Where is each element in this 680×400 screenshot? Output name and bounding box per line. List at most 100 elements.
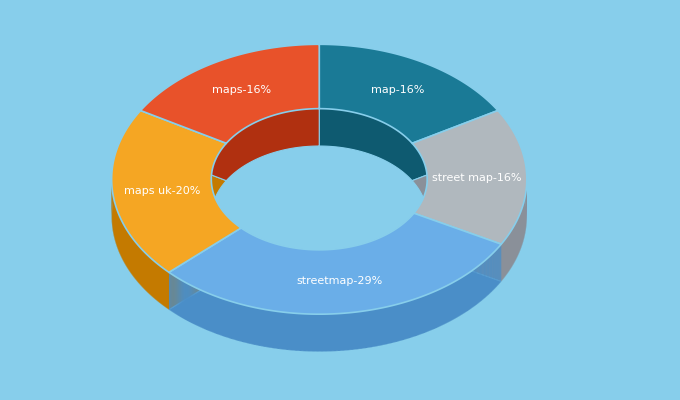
PathPatch shape [409,300,410,338]
PathPatch shape [360,312,361,349]
PathPatch shape [479,264,480,302]
PathPatch shape [250,306,252,344]
PathPatch shape [422,296,423,334]
PathPatch shape [353,312,354,350]
PathPatch shape [351,312,352,350]
PathPatch shape [169,272,170,310]
PathPatch shape [296,313,297,351]
PathPatch shape [357,312,358,349]
PathPatch shape [190,285,191,323]
PathPatch shape [215,296,216,334]
PathPatch shape [326,314,327,352]
PathPatch shape [439,289,441,327]
PathPatch shape [369,310,370,348]
PathPatch shape [382,308,384,345]
PathPatch shape [253,307,254,345]
PathPatch shape [299,314,300,351]
PathPatch shape [377,308,379,346]
PathPatch shape [416,298,417,336]
PathPatch shape [334,314,335,351]
PathPatch shape [188,284,189,322]
PathPatch shape [169,250,501,352]
PathPatch shape [203,291,204,329]
PathPatch shape [244,305,245,343]
PathPatch shape [457,280,458,318]
PathPatch shape [277,311,278,349]
PathPatch shape [216,296,217,334]
PathPatch shape [186,283,187,321]
PathPatch shape [112,148,241,310]
PathPatch shape [339,314,340,351]
PathPatch shape [348,313,350,350]
PathPatch shape [170,273,171,311]
PathPatch shape [311,314,313,352]
PathPatch shape [343,313,344,351]
PathPatch shape [192,286,193,324]
PathPatch shape [331,314,333,351]
PathPatch shape [291,313,292,350]
PathPatch shape [435,291,436,329]
PathPatch shape [254,307,255,345]
PathPatch shape [255,308,256,345]
PathPatch shape [434,291,435,329]
PathPatch shape [376,309,377,346]
PathPatch shape [485,260,486,298]
PathPatch shape [460,278,462,316]
PathPatch shape [180,280,181,317]
PathPatch shape [294,313,296,351]
PathPatch shape [280,312,282,349]
PathPatch shape [273,311,274,348]
PathPatch shape [427,294,428,332]
PathPatch shape [337,314,338,351]
PathPatch shape [226,300,228,338]
PathPatch shape [292,313,293,350]
PathPatch shape [412,110,527,244]
PathPatch shape [354,312,356,350]
PathPatch shape [270,310,271,348]
PathPatch shape [451,283,452,321]
PathPatch shape [335,314,337,351]
PathPatch shape [171,274,173,312]
PathPatch shape [187,283,188,321]
PathPatch shape [238,304,239,341]
PathPatch shape [426,294,427,332]
PathPatch shape [324,314,326,352]
PathPatch shape [271,310,273,348]
PathPatch shape [279,312,280,349]
PathPatch shape [213,295,214,333]
PathPatch shape [455,281,456,319]
PathPatch shape [214,296,215,333]
PathPatch shape [447,285,449,323]
PathPatch shape [269,310,270,348]
PathPatch shape [275,311,277,349]
PathPatch shape [381,308,382,346]
PathPatch shape [223,299,224,336]
PathPatch shape [230,301,231,339]
PathPatch shape [413,299,415,337]
PathPatch shape [204,291,205,329]
PathPatch shape [318,314,320,352]
PathPatch shape [363,311,364,348]
Text: streetmap-29%: streetmap-29% [296,276,383,286]
PathPatch shape [191,286,192,323]
PathPatch shape [217,297,218,334]
PathPatch shape [218,297,220,335]
PathPatch shape [184,282,185,320]
PathPatch shape [194,287,195,325]
PathPatch shape [474,268,475,306]
PathPatch shape [310,314,311,352]
PathPatch shape [491,254,492,292]
PathPatch shape [486,258,488,296]
PathPatch shape [364,311,366,348]
PathPatch shape [303,314,304,351]
Text: maps uk-20%: maps uk-20% [124,186,201,196]
PathPatch shape [373,309,375,347]
PathPatch shape [468,273,469,311]
PathPatch shape [274,311,275,348]
PathPatch shape [300,314,301,351]
PathPatch shape [236,303,237,340]
PathPatch shape [283,312,284,350]
PathPatch shape [185,282,186,320]
PathPatch shape [415,299,416,336]
PathPatch shape [320,314,321,352]
